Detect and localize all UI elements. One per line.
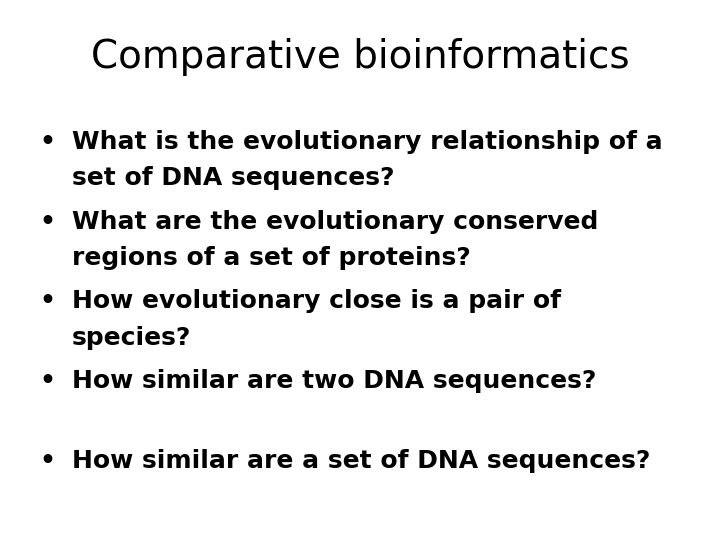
Text: How similar are two DNA sequences?: How similar are two DNA sequences?	[72, 369, 596, 393]
Text: •: •	[40, 130, 55, 153]
Text: How similar are a set of DNA sequences?: How similar are a set of DNA sequences?	[72, 449, 650, 473]
Text: set of DNA sequences?: set of DNA sequences?	[72, 166, 395, 190]
Text: Comparative bioinformatics: Comparative bioinformatics	[91, 38, 629, 76]
Text: •: •	[40, 369, 55, 393]
Text: regions of a set of proteins?: regions of a set of proteins?	[72, 246, 471, 270]
Text: How evolutionary close is a pair of: How evolutionary close is a pair of	[72, 289, 561, 313]
Text: •: •	[40, 289, 55, 313]
Text: What are the evolutionary conserved: What are the evolutionary conserved	[72, 210, 598, 233]
Text: species?: species?	[72, 326, 192, 350]
Text: •: •	[40, 449, 55, 473]
Text: What is the evolutionary relationship of a: What is the evolutionary relationship of…	[72, 130, 662, 153]
Text: •: •	[40, 210, 55, 233]
